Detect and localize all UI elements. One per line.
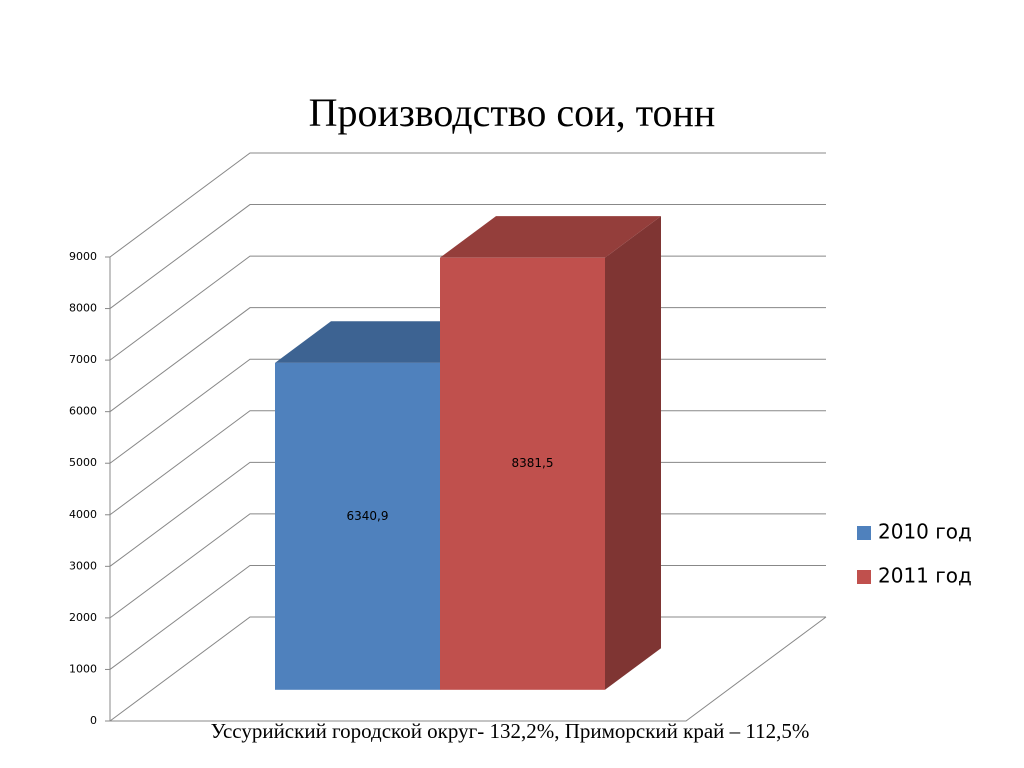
bar [440,257,605,690]
data-label: 8381,5 [512,456,554,470]
bar [275,362,440,690]
y-tick-label: 6000 [69,405,97,418]
bar-top [440,216,661,258]
grid-line [109,204,826,309]
y-tick-label: 2000 [69,611,97,624]
data-label: 6340,9 [347,509,389,523]
y-tick-label: 8000 [69,302,97,315]
y-tick-label: 4000 [69,508,97,521]
floor-edge [110,616,827,722]
y-tick-label: 3000 [69,559,97,572]
y-tick-label: 9000 [69,250,97,263]
chart-title: Производство сои, тонн [309,90,716,135]
y-tick-label: 0 [90,714,97,727]
legend-label: 2011 год [878,564,972,588]
legend-label: 2010 год [878,520,972,544]
y-tick-label: 5000 [69,456,97,469]
grid-line [109,152,826,258]
legend-swatch [857,570,871,584]
legend-swatch [857,526,871,540]
y-tick-label: 1000 [69,662,97,675]
bar-side [605,216,661,690]
chart-note: Уссурийский городской округ- 132,2%, При… [211,719,810,743]
y-tick-label: 7000 [69,353,97,366]
